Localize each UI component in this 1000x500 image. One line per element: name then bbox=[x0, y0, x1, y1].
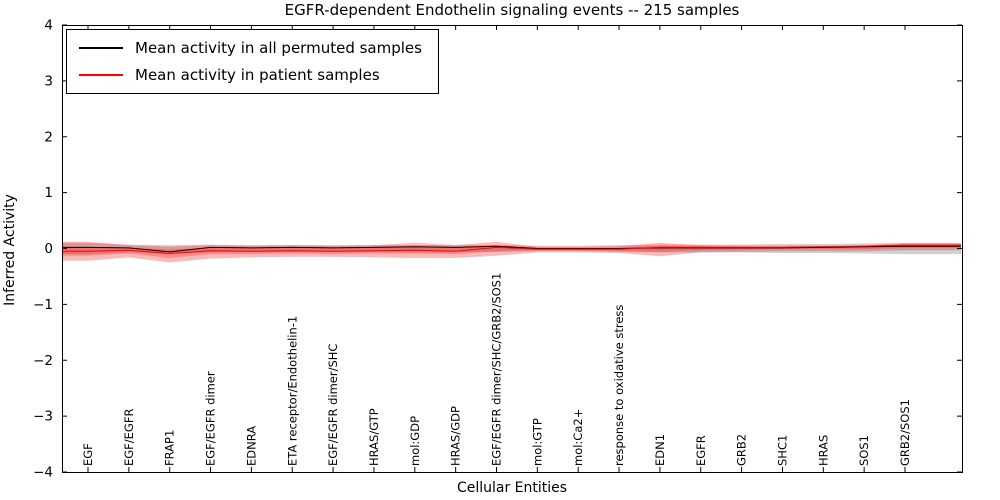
x-axis-label: Cellular Entities bbox=[456, 480, 568, 496]
y-tick-label: 4 bbox=[44, 18, 53, 34]
x-tick-label: response to oxidative stress bbox=[612, 305, 626, 466]
x-tick-label: EGF/EGFR dimer bbox=[204, 371, 218, 466]
chart-title: EGFR-dependent Endothelin signaling even… bbox=[284, 1, 740, 19]
y-tick-label: −2 bbox=[33, 353, 53, 369]
legend-line-sample-black bbox=[79, 47, 123, 49]
x-tick-label: GRB2/SOS1 bbox=[898, 399, 912, 466]
x-tick-label: EGF bbox=[81, 443, 95, 466]
legend-label-patient: Mean activity in patient samples bbox=[135, 66, 380, 84]
x-tick-label: EGF/EGFR bbox=[122, 409, 136, 466]
y-tick-label: 1 bbox=[44, 185, 53, 201]
legend-label-permuted: Mean activity in all permuted samples bbox=[135, 39, 422, 57]
y-tick-label: −1 bbox=[33, 297, 53, 313]
x-tick-label: EGFR bbox=[694, 435, 708, 466]
y-tick-label: −3 bbox=[33, 409, 53, 425]
series-line-patient bbox=[63, 244, 961, 255]
x-tick-label: HRAS/GDP bbox=[449, 406, 463, 466]
x-tick-label: mol:GDP bbox=[408, 416, 422, 466]
y-axis-label: Inferred Activity bbox=[2, 194, 18, 306]
legend-line-sample-red bbox=[79, 74, 123, 76]
y-tick-label: −4 bbox=[33, 465, 53, 481]
x-tick-label: SOS1 bbox=[857, 435, 871, 466]
y-tick-label: 3 bbox=[44, 73, 53, 89]
x-tick-label: FRAP1 bbox=[163, 430, 177, 466]
x-tick-label: EGF/EGFR dimer/SHC bbox=[326, 344, 340, 466]
x-tick-label: EDNRA bbox=[244, 426, 258, 466]
legend-entry-patient: Mean activity in patient samples bbox=[79, 66, 422, 84]
x-tick-label: EDN1 bbox=[653, 434, 667, 466]
x-tick-label: HRAS/GTP bbox=[367, 408, 381, 466]
x-tick-label: EGF/EGFR dimer/SHC/GRB2/SOS1 bbox=[490, 273, 504, 466]
x-tick-label: mol:Ca2+ bbox=[571, 409, 585, 466]
x-tick-label: GRB2 bbox=[735, 434, 749, 466]
series-line-permuted bbox=[63, 245, 961, 253]
x-tick-label: ETA receptor/Endothelin-1 bbox=[285, 316, 299, 466]
x-tick-label: mol:GTP bbox=[530, 418, 544, 466]
legend-entry-permuted: Mean activity in all permuted samples bbox=[79, 39, 422, 57]
x-tick-label: HRAS bbox=[816, 435, 830, 466]
y-tick-label: 2 bbox=[44, 129, 53, 145]
legend: Mean activity in all permuted samples Me… bbox=[66, 29, 439, 94]
x-tick-label: SHC1 bbox=[775, 435, 789, 466]
y-tick-label: 0 bbox=[44, 241, 53, 257]
